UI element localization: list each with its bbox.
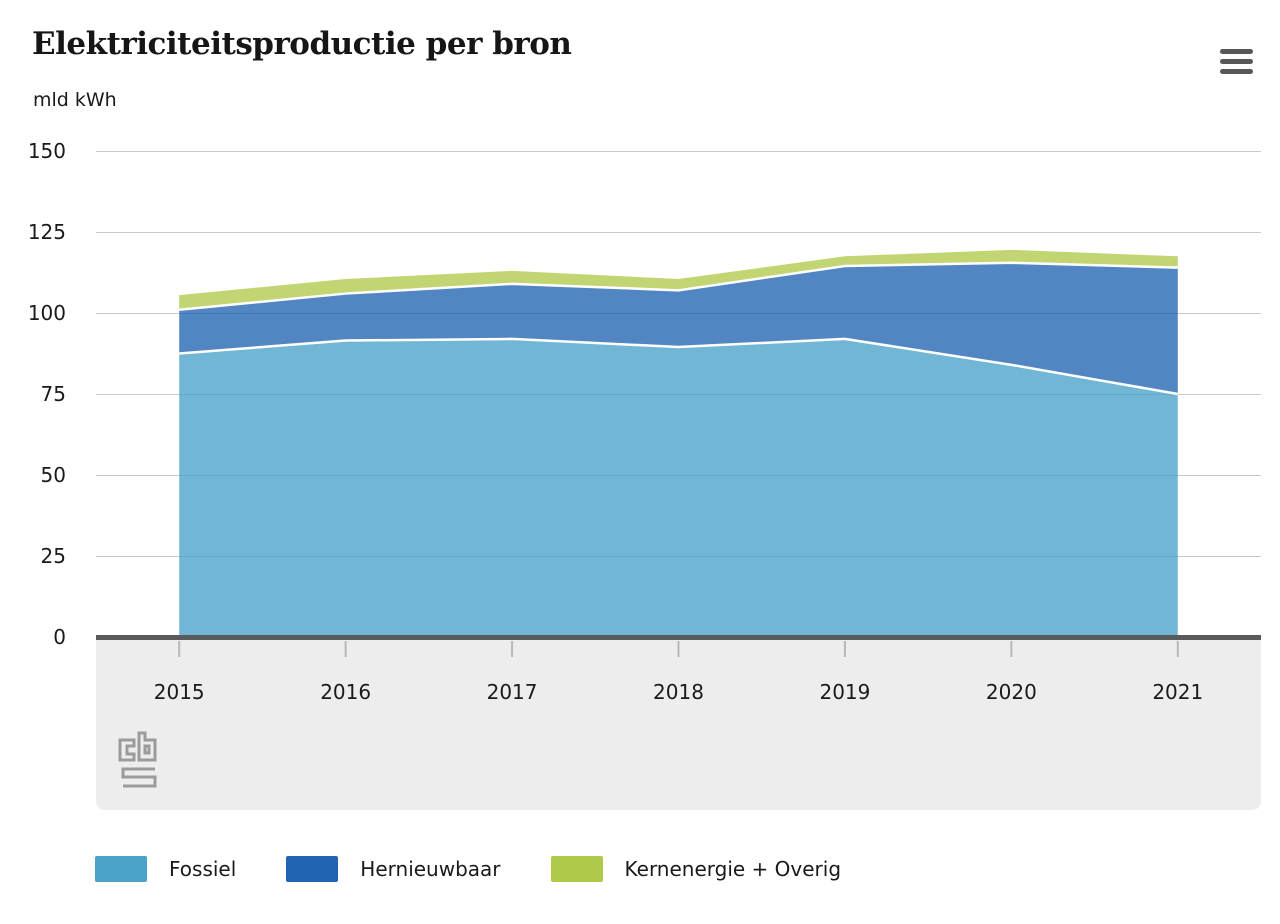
y-axis-label: 150 <box>28 139 66 163</box>
legend-label: Fossiel <box>169 857 237 881</box>
y-axis-label: 125 <box>28 220 66 244</box>
stacked-area-chart: 2015 2016 2017 2018 2019 2020 2021 0 25 50 75 100 12… <box>28 139 1261 810</box>
legend-label: Hernieuwbaar <box>360 857 501 881</box>
x-axis-label: 2015 <box>154 680 205 704</box>
chart-title: Elektriciteitsproductie per bron <box>32 26 572 62</box>
area-kernenergie-overig <box>179 249 1178 310</box>
y-axis-label: 0 <box>53 625 66 649</box>
area-fossiel <box>179 338 1178 637</box>
legend-swatch <box>286 856 339 882</box>
series-boundary-line <box>179 261 1178 312</box>
x-axis-label: 2016 <box>320 680 371 704</box>
legend-swatch <box>550 856 603 882</box>
legend-swatch <box>95 856 147 882</box>
legend-item[interactable]: Fossiel <box>95 856 236 882</box>
legend-label: Kernenergie + Overig <box>624 857 842 881</box>
x-axis-line <box>96 635 1261 640</box>
y-axis-unit-label: mld kWh <box>33 89 117 111</box>
legend-item[interactable]: Hernieuwbaar <box>286 856 501 882</box>
series-boundary-line <box>179 337 1179 396</box>
x-axis-label: 2018 <box>653 680 704 704</box>
y-axis-label: 100 <box>28 301 66 325</box>
y-axis-label: 50 <box>41 463 66 487</box>
y-axis-label: 75 <box>41 382 66 406</box>
x-axis-label: 2017 <box>487 680 538 704</box>
chart-legend: Fossiel Hernieuwbaar Kernenergie + Overi… <box>95 856 841 882</box>
cbs-logo <box>118 731 157 788</box>
chart-context-menu-button[interactable] <box>1220 44 1254 78</box>
y-axis-label: 25 <box>41 544 66 568</box>
legend-item[interactable]: Kernenergie + Overig <box>550 856 842 882</box>
x-axis-band <box>96 640 1261 810</box>
x-axis-label: 2021 <box>1152 680 1203 704</box>
area-hernieuwbaar <box>179 262 1178 394</box>
x-axis-label: 2019 <box>819 680 870 704</box>
x-axis-label: 2020 <box>986 680 1037 704</box>
